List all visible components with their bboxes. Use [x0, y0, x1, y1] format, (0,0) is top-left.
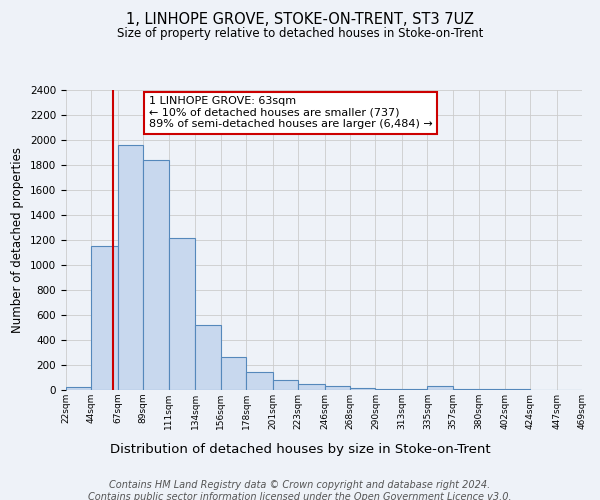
Bar [143, 160, 169, 390]
Bar [169, 238, 195, 390]
Text: Contains HM Land Registry data © Crown copyright and database right 2024.: Contains HM Land Registry data © Crown c… [109, 480, 491, 490]
Text: Contains public sector information licensed under the Open Government Licence v3: Contains public sector information licen… [88, 492, 512, 500]
Text: Size of property relative to detached houses in Stoke-on-Trent: Size of property relative to detached ho… [117, 28, 483, 40]
Bar [221, 357, 246, 390]
Bar [195, 325, 221, 390]
Bar [325, 386, 350, 390]
Y-axis label: Number of detached properties: Number of detached properties [11, 147, 25, 333]
Bar [118, 145, 143, 390]
Bar [66, 387, 91, 390]
Bar [298, 384, 325, 390]
Bar [272, 380, 298, 390]
Text: 1, LINHOPE GROVE, STOKE-ON-TRENT, ST3 7UZ: 1, LINHOPE GROVE, STOKE-ON-TRENT, ST3 7U… [126, 12, 474, 28]
Text: Distribution of detached houses by size in Stoke-on-Trent: Distribution of detached houses by size … [110, 442, 490, 456]
Bar [350, 388, 376, 390]
Text: 1 LINHOPE GROVE: 63sqm
← 10% of detached houses are smaller (737)
89% of semi-de: 1 LINHOPE GROVE: 63sqm ← 10% of detached… [149, 96, 433, 129]
Bar [376, 389, 402, 390]
Bar [246, 372, 272, 390]
Bar [91, 246, 118, 390]
Bar [427, 386, 453, 390]
Bar [505, 389, 530, 390]
